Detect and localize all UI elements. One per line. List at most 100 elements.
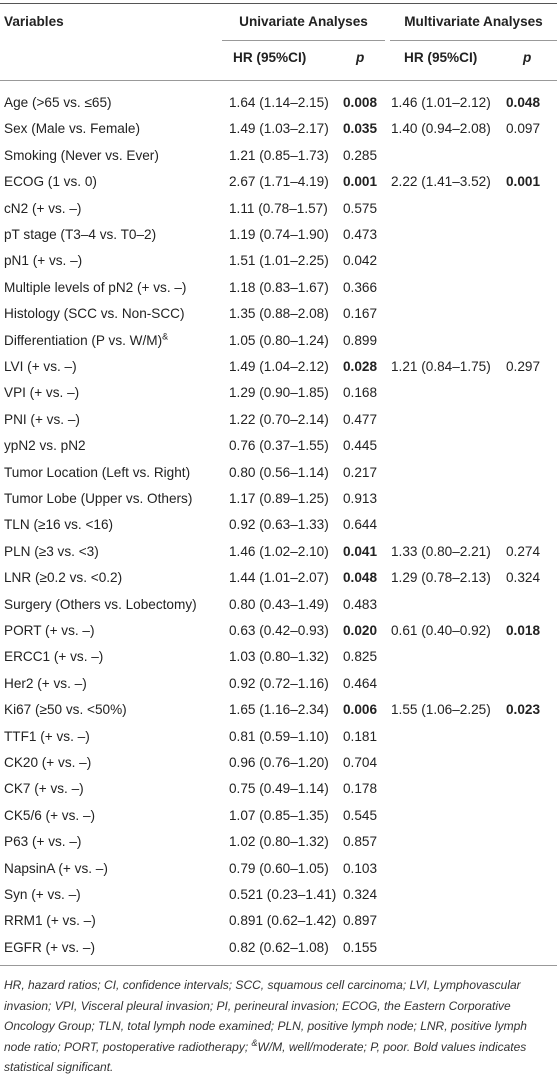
multi-p-text: 0.018 [506,623,541,638]
uni-hr: 1.11 (0.78–1.57) [229,200,328,218]
variable: P63 (+ vs. –) [4,833,81,851]
uni-hr-text: 1.07 (0.85–1.35) [229,807,329,823]
uni-hr: 0.891 (0.62–1.42) [229,912,336,930]
variable-text: Multiple levels of pN2 (+ vs. –) [4,279,187,295]
uni-hr-text: 1.11 (0.78–1.57) [229,200,328,216]
uni-hr: 1.49 (1.04–2.12) [229,358,329,376]
variable-text: TTF1 (+ vs. –) [4,728,90,744]
multi-p-text: 0.023 [506,702,541,718]
variable: Syn (+ vs. –) [4,886,81,904]
variable-text: Histology (SCC vs. Non-SCC) [4,306,185,322]
uni-p-text: 0.181 [343,728,378,744]
uni-hr: 1.49 (1.03–2.17) [229,120,329,138]
uni-p-text: 0.324 [343,887,378,902]
uni-hr-text: 1.02 (0.80–1.32) [229,834,329,850]
uni-hr-text: 1.03 (0.80–1.32) [229,649,329,665]
uni-p-text: 0.445 [343,438,378,454]
uni-p-text: 0.020 [343,623,378,638]
uni-hr: 0.79 (0.60–1.05) [229,860,329,878]
multi-p: 0.324 [506,569,540,587]
uni-p-text: 0.483 [343,596,378,612]
uni-p-text: 0.545 [343,807,378,823]
uni-hr-text: 1.18 (0.83–1.67) [229,279,329,295]
uni-p-text: 0.644 [343,517,378,533]
uni-p-text: 0.464 [343,675,378,691]
multi-hr: 1.46 (1.01–2.12) [391,94,491,112]
uni-hr: 0.76 (0.37–1.55) [229,437,329,455]
uni-hr: 1.03 (0.80–1.32) [229,648,329,666]
variable: Surgery (Others vs. Lobectomy) [4,596,197,614]
superscript: & [162,331,169,342]
uni-p: 0.181 [343,728,377,746]
variable-text: Ki67 (≥50 vs. <50%) [4,702,127,718]
variable: PORT (+ vs. –) [4,622,95,640]
uni-p: 0.001 [343,173,377,191]
variable: CK20 (+ vs. –) [4,754,91,772]
uni-hr-text: 0.80 (0.43–1.49) [229,596,329,612]
multi-hr-text: 0.61 (0.40–0.92) [391,623,491,638]
uni-hr-text: 0.76 (0.37–1.55) [229,438,329,454]
uni-hr: 0.80 (0.56–1.14) [229,464,329,482]
uni-p: 0.020 [343,622,377,640]
uni-p-text: 0.006 [343,702,378,718]
multi-hr-text: 1.46 (1.01–2.12) [391,95,491,110]
uni-p: 0.473 [343,226,377,244]
multi-p-text: 0.274 [506,543,541,559]
variable-text: P63 (+ vs. –) [4,834,82,850]
variable: PNI (+ vs. –) [4,411,80,429]
uni-p-text: 0.155 [343,939,378,955]
variable: Her2 (+ vs. –) [4,675,87,693]
uni-p: 0.155 [343,939,377,957]
uni-hr: 0.63 (0.42–0.93) [229,622,329,640]
uni-p-text: 0.899 [343,332,378,348]
uni-p: 0.366 [343,279,377,297]
uni-p-text: 0.473 [343,227,378,242]
uni-p-text: 0.477 [343,411,378,427]
uni-p-text: 0.167 [343,306,378,322]
multi-p: 0.018 [506,622,540,640]
header-variables: Variables [4,14,64,29]
variable: Tumor Location (Left vs. Right) [4,464,190,482]
uni-p: 0.644 [343,516,377,534]
multi-p: 0.023 [506,701,540,719]
multi-p: 0.001 [506,173,540,191]
uni-p-text: 0.285 [343,147,378,163]
multi-p-text: 0.297 [506,359,541,374]
uni-hr: 1.05 (0.80–1.24) [229,332,329,350]
variable: TTF1 (+ vs. –) [4,728,90,746]
multi-hr: 2.22 (1.41–3.52) [391,173,491,191]
uni-p: 0.825 [343,648,377,666]
uni-hr-text: 2.67 (1.71–4.19) [229,174,329,190]
group-rule [222,40,385,41]
variable: ypN2 vs. pN2 [4,437,86,455]
uni-p-text: 0.857 [343,834,378,850]
multi-hr: 0.61 (0.40–0.92) [391,622,491,640]
uni-hr-text: 1.17 (0.89–1.25) [229,491,329,506]
variable: PLN (≥3 vs. <3) [4,543,99,561]
multi-p-text: 0.001 [506,174,541,190]
variable-text: ERCC1 (+ vs. –) [4,649,104,665]
variable: ECOG (1 vs. 0) [4,173,97,191]
uni-p: 0.048 [343,569,377,587]
uni-hr-text: 0.92 (0.63–1.33) [229,517,329,533]
uni-hr-text: 1.44 (1.01–2.07) [229,570,329,586]
uni-hr-text: 0.79 (0.60–1.05) [229,860,329,876]
variable: Tumor Lobe (Upper vs. Others) [4,490,192,508]
variable: pT stage (T3–4 vs. T0–2) [4,226,156,244]
variable: Histology (SCC vs. Non-SCC) [4,305,185,323]
variable: Age (>65 vs. ≤65) [4,94,112,112]
multi-hr: 1.55 (1.06–2.25) [391,701,491,719]
uni-hr-text: 1.05 (0.80–1.24) [229,332,329,348]
uni-hr: 1.07 (0.85–1.35) [229,807,329,825]
multi-p-text: 0.097 [506,121,541,137]
variable-text: PLN (≥3 vs. <3) [4,543,99,559]
uni-hr: 0.92 (0.63–1.33) [229,516,329,534]
uni-p-text: 0.825 [343,649,378,665]
variable-text: Syn (+ vs. –) [4,887,81,902]
variable-text: Differentiation (P vs. W/M) [4,332,163,348]
bottom-rule [0,965,557,966]
uni-p-text: 0.366 [343,279,378,295]
variable-text: CK5/6 (+ vs. –) [4,807,96,823]
variable: LVI (+ vs. –) [4,358,77,376]
variable-text: cN2 (+ vs. –) [4,200,82,216]
